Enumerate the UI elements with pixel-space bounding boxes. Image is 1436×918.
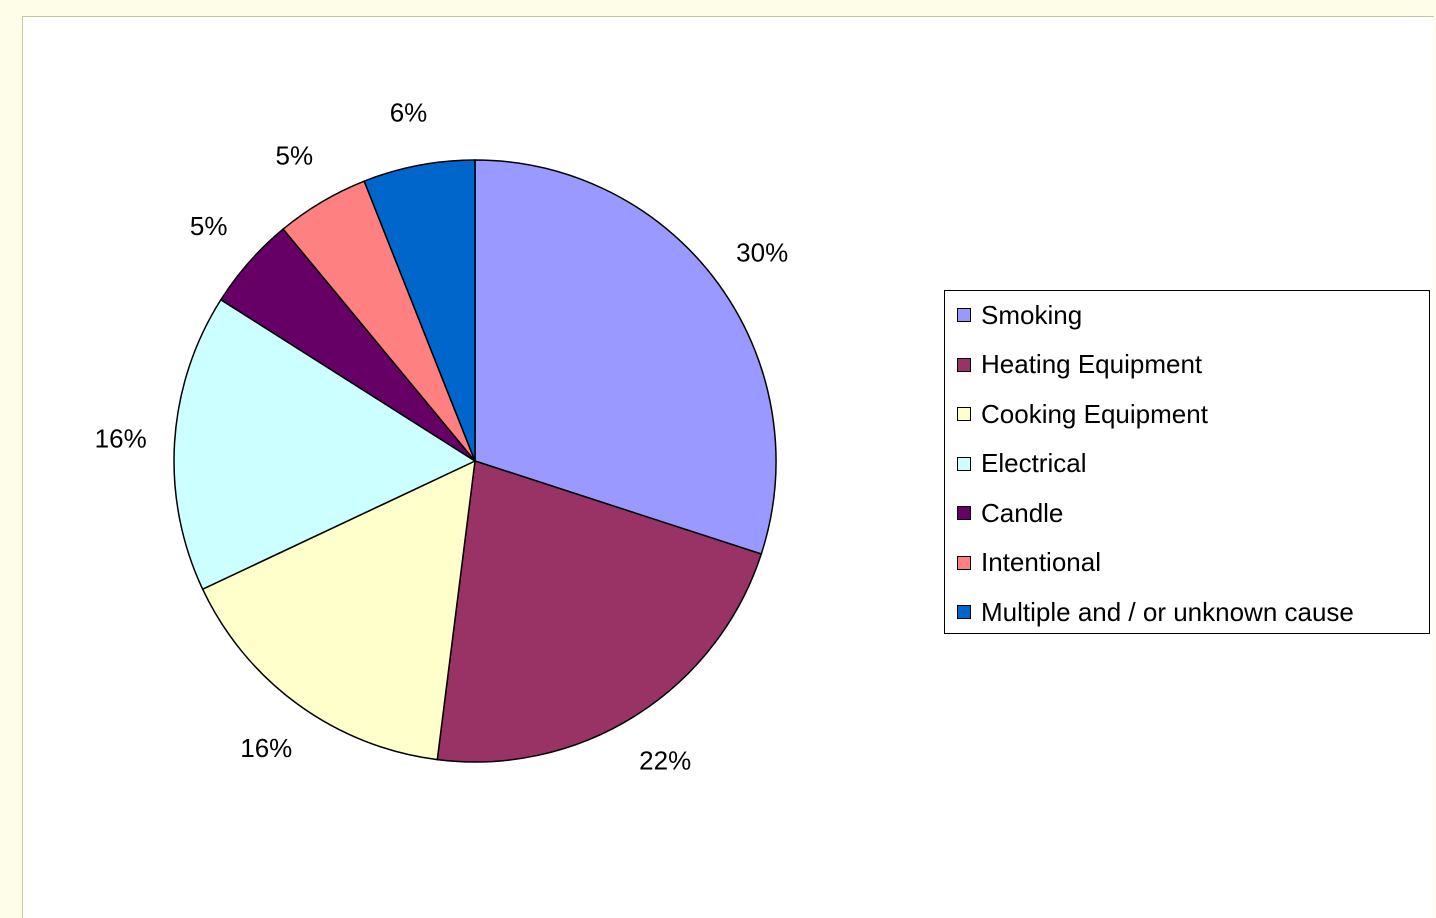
legend-swatch (957, 308, 971, 322)
legend-item: Electrical (957, 448, 1087, 479)
slice-data-label: 5% (190, 211, 228, 241)
slice-data-label: 16% (95, 424, 147, 454)
legend: Smoking Heating Equipment Cooking Equipmen… (944, 290, 1430, 634)
legend-swatch (957, 555, 971, 570)
legend-label: Cooking Equipment (981, 398, 1208, 429)
legend-label: Intentional (981, 547, 1101, 577)
slice-data-label: 6% (390, 97, 428, 127)
slice-data-label: 30% (736, 237, 788, 267)
legend-swatch (957, 506, 971, 520)
legend-item: Smoking (957, 300, 1082, 330)
legend-label: Heating Equipment (981, 349, 1203, 379)
pie-slice-4 (173, 298, 477, 591)
slice-data-label: 16% (240, 733, 292, 763)
slice-data-label: 5% (276, 140, 314, 170)
slice-data-label: 22% (639, 746, 691, 776)
legend-label: Smoking (981, 299, 1083, 330)
legend-swatch (957, 456, 971, 471)
legend-swatch (957, 407, 971, 421)
legend-label: Multiple and / or unknown cause (981, 596, 1354, 627)
legend-item: Multiple and / or unknown cause (957, 597, 1354, 627)
legend-swatch (957, 605, 971, 619)
pie-slice-7 (363, 159, 476, 462)
legend-item: Heating Equipment (957, 349, 1203, 380)
legend-label: Candle (981, 497, 1064, 528)
legend-swatch (957, 357, 971, 372)
legend-label: Electrical (981, 448, 1087, 478)
legend-item: Intentional (957, 547, 1101, 578)
legend-item: Cooking Equipment (957, 399, 1208, 429)
pie-slice-2 (436, 460, 763, 763)
legend-item: Candle (957, 498, 1063, 528)
pie-slice-3 (201, 459, 476, 761)
pie-slice-1 (474, 159, 777, 555)
